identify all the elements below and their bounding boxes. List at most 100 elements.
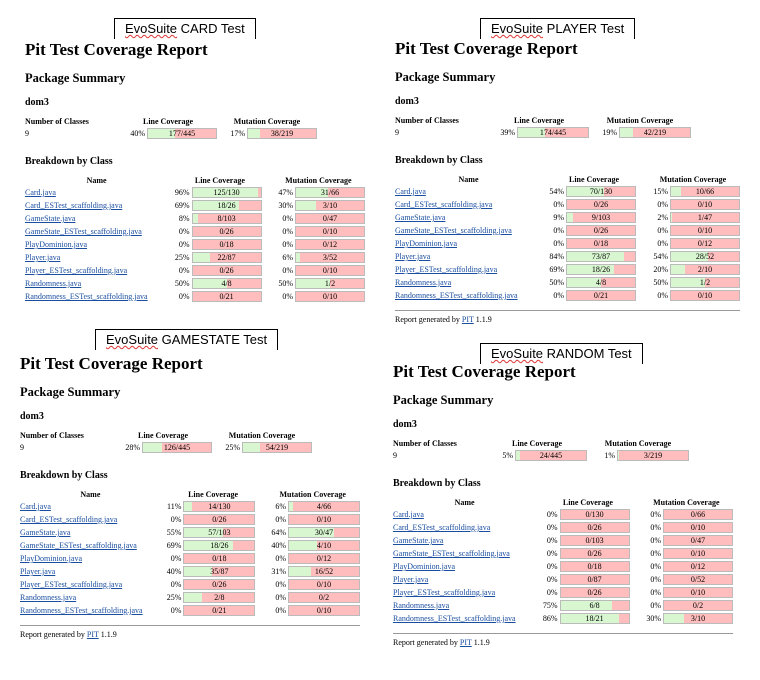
class-name-cell: Player_ESTest_scaffolding.java [25,264,168,277]
class-link[interactable]: Randomness.java [393,601,450,610]
class-link[interactable]: Player.java [393,575,429,584]
coverage-bar: 125/130 [191,187,262,198]
mutation-pct: 47% [278,188,293,197]
line-pct: 69% [549,265,564,274]
coverage-bar: 0/12 [663,561,733,572]
class-name-cell: GameState.java [20,526,161,539]
mutation-pct: 0% [275,593,286,602]
line-pct: 39% [500,128,515,137]
class-link[interactable]: GameState_ESTest_scaffolding.java [20,541,137,550]
class-link[interactable]: Randomness.java [25,279,82,288]
footer-divider [395,310,740,311]
mutation-coverage-header: Mutation Coverage [604,439,672,448]
coverage-text: 0/2 [318,593,330,602]
class-link[interactable]: Card.java [20,502,51,511]
class-name-cell: Randomness_ESTest_scaffolding.java [393,612,536,625]
class-link[interactable]: Player.java [25,253,61,262]
mutation-coverage-header: Mutation Coverage [606,116,674,125]
mutation-pct: 0% [275,554,286,563]
class-link[interactable]: Card.java [395,187,426,196]
class-link[interactable]: PlayDominion.java [395,239,457,248]
summary-table: Number of Classes Line Coverage Mutation… [393,439,689,462]
class-link[interactable]: Player_ESTest_scaffolding.java [20,580,123,589]
line-pct: 86% [542,614,558,623]
class-link[interactable]: Card.java [393,510,424,519]
table-row: Randomness_ESTest_scaffolding.java 0% 0/… [25,290,365,303]
table-row: Player.java 84% 73/87 54% 28/52 [395,250,740,263]
random-test-label: EvoSuite RANDOM Test [480,343,643,364]
coverage-bar: 0/10 [295,226,365,237]
coverage-fill [243,443,260,452]
class-link[interactable]: GameState_ESTest_scaffolding.java [25,227,142,236]
coverage-text: 0/10 [690,523,706,532]
class-link[interactable]: GameState.java [393,536,444,545]
label-text: CARD Test [180,21,245,36]
class-link[interactable]: Randomness.java [395,278,452,287]
class-link[interactable]: PlayDominion.java [393,562,455,571]
class-link[interactable]: Card_ESTest_scaffolding.java [20,515,118,524]
table-row: Player_ESTest_scaffolding.java 69% 18/26… [395,263,740,276]
coverage-bar: 0/26 [559,522,630,533]
line-pct: 0% [170,580,182,589]
line-pct: 0% [178,240,190,249]
class-name-cell: Player.java [25,251,168,264]
report-title: Pit Test Coverage Report [25,40,208,59]
class-link[interactable]: Card_ESTest_scaffolding.java [393,523,491,532]
table-row: Card_ESTest_scaffolding.java 0% 0/26 0% … [393,521,733,534]
coverage-fill [567,265,614,274]
coverage-bar: 0/26 [559,548,630,559]
class-link[interactable]: GameState.java [395,213,446,222]
line-coverage-header: Line Coverage [512,439,562,448]
line-pct: 0% [178,227,190,236]
class-link[interactable]: Card_ESTest_scaffolding.java [395,200,493,209]
line-pct: 0% [553,200,564,209]
class-name-cell: GameState_ESTest_scaffolding.java [393,547,536,560]
coverage-bar: 0/18 [183,553,256,564]
class-link[interactable]: GameState_ESTest_scaffolding.java [393,549,510,558]
label-text: PLAYER Test [546,21,625,36]
class-link[interactable]: Player_ESTest_scaffolding.java [25,266,128,275]
class-name-cell: Player.java [393,573,536,586]
name-header: Name [80,490,101,499]
coverage-bar: 0/66 [663,509,733,520]
pit-link[interactable]: PIT [86,630,99,639]
coverage-text: 0/10 [322,292,338,301]
class-link[interactable]: GameState.java [25,214,76,223]
pit-link[interactable]: PIT [459,638,472,647]
table-row: PlayDominion.java 0% 0/18 0% 0/12 [20,552,360,565]
classes-count: 9 [20,443,24,452]
class-link[interactable]: Player.java [395,252,431,261]
class-name-cell: PlayDominion.java [395,237,542,250]
class-link[interactable]: Randomness_ESTest_scaffolding.java [25,292,148,301]
class-link[interactable]: Randomness_ESTest_scaffolding.java [393,614,516,623]
coverage-bar: 0/10 [663,548,733,559]
class-link[interactable]: Player.java [20,567,56,576]
pit-link[interactable]: PIT [461,315,474,324]
class-link[interactable]: GameState.java [20,528,71,537]
class-link[interactable]: Randomness_ESTest_scaffolding.java [395,291,518,300]
class-link[interactable]: Randomness.java [20,593,77,602]
coverage-text: 0/10 [316,515,332,524]
class-link[interactable]: Randomness_ESTest_scaffolding.java [20,606,143,615]
table-row: Player.java 40% 35/87 31% 16/52 [20,565,360,578]
coverage-text: 0/26 [219,227,234,236]
mutation-pct: 0% [650,549,661,558]
coverage-text: 4/10 [316,541,332,550]
mutation-pct: 1% [604,451,615,460]
class-link[interactable]: Player_ESTest_scaffolding.java [395,265,498,274]
class-link[interactable]: Player_ESTest_scaffolding.java [393,588,496,597]
line-pct: 25% [166,593,182,602]
coverage-bar: 24/445 [515,450,587,461]
class-name-cell: PlayDominion.java [393,560,536,573]
class-link[interactable]: Card.java [25,188,56,197]
class-link[interactable]: PlayDominion.java [20,554,82,563]
class-link[interactable]: PlayDominion.java [25,240,87,249]
name-header: Name [86,176,107,185]
class-link[interactable]: Card_ESTest_scaffolding.java [25,201,123,210]
class-link[interactable]: GameState_ESTest_scaffolding.java [395,226,512,235]
coverage-fill [671,187,682,196]
line-pct: 50% [549,278,564,287]
table-row: Randomness_ESTest_scaffolding.java 86% 1… [393,612,733,625]
coverage-bar: 3/219 [617,450,689,461]
class-name-cell: GameState_ESTest_scaffolding.java [395,224,542,237]
